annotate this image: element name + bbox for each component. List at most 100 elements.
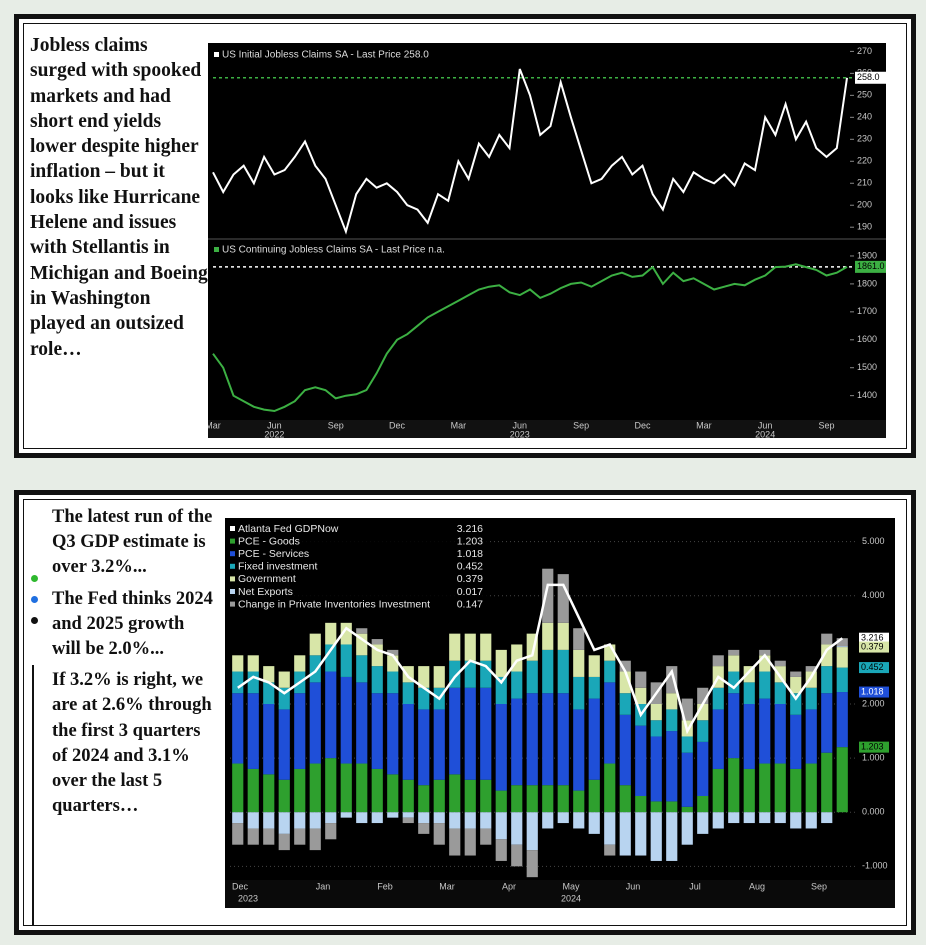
bar-segment — [340, 644, 352, 677]
x-group-label: 2023 — [238, 893, 258, 903]
legend-box — [227, 520, 489, 612]
bar-segment — [681, 736, 693, 753]
y-tick-label: 1.000 — [862, 752, 885, 762]
bar-segment — [821, 666, 833, 694]
bar-segment — [542, 622, 554, 650]
bar-segment — [650, 812, 662, 861]
bar-segment — [743, 812, 755, 824]
bar-segment — [340, 812, 352, 818]
bar-segment — [232, 655, 244, 672]
y-tick-label: 250 — [857, 90, 872, 100]
bar-segment — [278, 779, 290, 813]
bar-segment — [666, 666, 678, 694]
bar-segment — [712, 655, 724, 667]
bar-segment — [511, 698, 523, 786]
bar-segment — [681, 698, 693, 721]
legend-swatch — [230, 601, 235, 607]
x-tick-label: Jun — [626, 881, 641, 891]
x-tick-label: Jun — [267, 420, 282, 430]
bar-segment — [759, 698, 771, 764]
bar-segment — [728, 758, 740, 813]
bar-segment — [232, 671, 244, 694]
bar-segment — [790, 812, 802, 829]
bar-segment — [573, 709, 585, 791]
bar-segment — [650, 736, 662, 802]
bar-segment — [666, 693, 678, 710]
legend-swatch — [230, 576, 235, 582]
bar-segment — [681, 806, 693, 813]
bar-segment — [449, 812, 461, 829]
bar-segment — [309, 763, 321, 813]
legend-label: PCE - Services — [238, 548, 309, 560]
bar-segment — [480, 828, 492, 845]
bar-segment — [464, 779, 476, 813]
bar-segment — [418, 666, 430, 688]
bar-segment — [495, 812, 507, 840]
bar-segment — [325, 671, 337, 759]
bar-segment — [278, 709, 290, 780]
bar-segment — [697, 687, 709, 704]
series-line — [212, 68, 848, 235]
x-tick-label: Mar — [451, 420, 467, 430]
bar-segment — [263, 828, 275, 845]
x-tick-label: Jun — [513, 420, 528, 430]
bar-segment — [619, 693, 631, 715]
legend-value: 1.018 — [457, 548, 483, 560]
bar-segment — [573, 790, 585, 813]
x-tick-label: Dec — [389, 420, 406, 430]
x-group-label: 2022 — [264, 429, 284, 438]
legend-value: 3.216 — [457, 523, 483, 535]
bar-segment — [542, 812, 554, 829]
bar-segment — [759, 649, 771, 656]
bar-segment — [480, 687, 492, 780]
bar-segment — [526, 812, 538, 851]
x-tick-label: Apr — [502, 881, 516, 891]
bar-segment — [263, 682, 275, 704]
bullet — [31, 617, 38, 624]
bar-segment — [743, 704, 755, 769]
bar-segment — [232, 763, 244, 813]
bar-segment — [573, 649, 585, 677]
x-tick-label: May — [562, 881, 580, 891]
bar-segment — [728, 649, 740, 656]
legend-value: 0.147 — [457, 598, 483, 610]
bar-segment — [557, 693, 569, 786]
bar-segment — [449, 633, 461, 661]
legend-label: Atlanta Fed GDPNow — [238, 523, 339, 535]
bar-segment — [526, 693, 538, 786]
bar-segment — [449, 774, 461, 813]
bar-segment — [418, 687, 430, 710]
bar-segment — [371, 812, 383, 824]
bar-segment — [325, 823, 337, 840]
bar-segment — [681, 812, 693, 845]
bar-segment — [619, 785, 631, 813]
y-tick-label: 1900 — [857, 250, 877, 260]
y-tick-label: 210 — [857, 178, 872, 188]
bar-segment — [495, 676, 507, 704]
bar-segment — [728, 812, 740, 824]
bar-segment — [340, 622, 352, 645]
bar-segment — [495, 839, 507, 861]
jobless-claims-chart: 190200210220230240250260270258.0US Initi… — [208, 43, 886, 438]
bar-segment — [371, 644, 383, 667]
bar-segment — [371, 666, 383, 694]
bar-segment — [650, 720, 662, 737]
bar-segment — [387, 649, 399, 656]
last-value-tag — [859, 741, 889, 753]
bar-segment — [263, 774, 275, 813]
x-group-label: 2023 — [510, 429, 530, 438]
bar-segment — [790, 676, 802, 694]
bar-segment — [619, 714, 631, 786]
bar-segment — [681, 752, 693, 807]
bar-segment — [635, 671, 647, 688]
bar-segment — [309, 812, 321, 829]
legend-label: US Initial Jobless Claims SA - Last Pric… — [222, 50, 429, 61]
bar-segment — [449, 687, 461, 775]
last-value-tag — [859, 641, 889, 653]
legend-value: 0.379 — [457, 573, 483, 585]
bar-segment — [604, 763, 616, 813]
legend-label: Fixed investment — [238, 561, 317, 573]
bar-segment — [666, 801, 678, 813]
bar-segment — [247, 693, 259, 769]
bar-segment — [526, 660, 538, 694]
